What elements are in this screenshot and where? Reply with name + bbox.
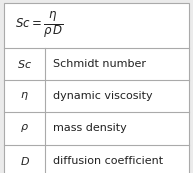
Text: $\mathit{D}$: $\mathit{D}$ <box>20 155 30 167</box>
Text: $\mathit{Sc} = \dfrac{\eta}{\rho\,D}$: $\mathit{Sc} = \dfrac{\eta}{\rho\,D}$ <box>15 11 64 40</box>
Text: diffusion coefficient: diffusion coefficient <box>53 156 163 166</box>
Text: $\rho$: $\rho$ <box>20 122 29 134</box>
Text: $\eta$: $\eta$ <box>20 90 29 102</box>
Text: $\mathit{Sc}$: $\mathit{Sc}$ <box>17 58 32 70</box>
Text: mass density: mass density <box>53 124 127 133</box>
Text: dynamic viscosity: dynamic viscosity <box>53 91 153 101</box>
Text: Schmidt number: Schmidt number <box>53 59 146 69</box>
